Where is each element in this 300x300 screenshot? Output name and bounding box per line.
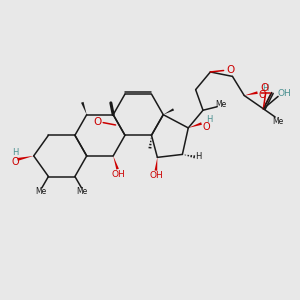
Text: Me: Me bbox=[77, 187, 88, 196]
Text: H: H bbox=[12, 148, 19, 157]
Polygon shape bbox=[81, 102, 87, 115]
Text: H: H bbox=[262, 84, 268, 93]
Polygon shape bbox=[244, 91, 258, 95]
Text: O: O bbox=[93, 117, 101, 127]
Polygon shape bbox=[113, 156, 119, 169]
Text: OH: OH bbox=[149, 171, 163, 180]
Text: O: O bbox=[259, 90, 266, 100]
Text: Me: Me bbox=[272, 117, 283, 126]
Polygon shape bbox=[154, 158, 158, 171]
Text: H: H bbox=[206, 115, 213, 124]
Polygon shape bbox=[188, 122, 202, 128]
Polygon shape bbox=[17, 156, 34, 161]
Text: OH: OH bbox=[278, 89, 291, 98]
Polygon shape bbox=[163, 108, 174, 115]
Text: Me: Me bbox=[35, 187, 47, 196]
Text: H: H bbox=[195, 152, 202, 161]
Text: OH: OH bbox=[112, 169, 125, 178]
Text: O: O bbox=[12, 158, 19, 167]
Text: O: O bbox=[203, 122, 210, 132]
Text: O: O bbox=[226, 64, 235, 75]
Text: O: O bbox=[261, 82, 269, 93]
Text: Me: Me bbox=[215, 100, 226, 109]
